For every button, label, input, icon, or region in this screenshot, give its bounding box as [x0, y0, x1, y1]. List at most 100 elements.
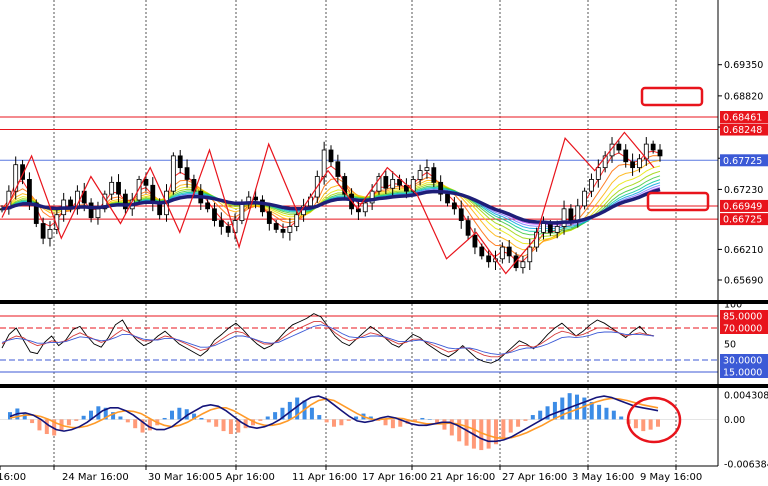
candle-body — [40, 223, 46, 239]
zigzag-line — [1, 131, 655, 275]
candle-body — [122, 193, 128, 210]
macd-histogram-bar — [552, 401, 557, 420]
macd-histogram-bar — [442, 419, 447, 430]
candle-body — [547, 223, 553, 233]
candle-body — [342, 176, 348, 195]
candle-body — [568, 208, 574, 221]
time-label: 30 Mar 16:00 — [148, 472, 215, 483]
macd-histogram-bar — [96, 406, 101, 420]
macd-histogram-bar — [89, 410, 93, 420]
oscillator-label-box — [720, 310, 768, 322]
macd-histogram-bar — [66, 419, 71, 426]
macd-histogram-bar — [147, 419, 152, 431]
price-label-box — [720, 154, 768, 167]
candle-body — [589, 179, 594, 192]
candle-body — [20, 164, 25, 180]
macd-histogram-bar — [413, 419, 417, 421]
price-tick-label: 0.65690 — [724, 276, 763, 287]
candle-body — [506, 246, 512, 257]
candle-body — [362, 202, 368, 213]
candle-body — [109, 181, 115, 195]
annotation-box — [640, 86, 704, 107]
macd-histogram-bar — [74, 419, 79, 421]
macd-histogram-bar — [464, 419, 469, 446]
candle-body — [184, 167, 190, 180]
macd-histogram-bar — [545, 406, 550, 420]
candle-body — [479, 246, 485, 257]
macd-histogram — [0, 393, 718, 451]
price-label-text: 0.67725 — [723, 156, 762, 167]
candle-body — [499, 246, 505, 260]
pane-separators[interactable] — [0, 0, 768, 467]
candle-body — [520, 261, 526, 269]
candle-body — [602, 155, 608, 169]
time-label: r 16:00 — [0, 472, 26, 483]
price-tick-label: 0.68820 — [724, 91, 763, 102]
macd-histogram-bar — [368, 416, 373, 420]
macd-histogram-bar — [22, 413, 27, 420]
macd-histogram-bar — [516, 419, 521, 427]
ribbon-ma-line — [1, 170, 661, 240]
macd-histogram-bar — [538, 410, 543, 420]
candle-body — [561, 208, 567, 227]
candle-body — [390, 179, 396, 189]
macd-histogram-bar — [619, 416, 624, 420]
macd-annotations — [626, 396, 682, 444]
time-label: 21 Apr 16:00 — [430, 472, 495, 483]
candle-body — [527, 246, 533, 263]
oscillator-label-text: 30.0000 — [723, 356, 762, 367]
candle-body — [623, 149, 629, 163]
candle-body — [33, 202, 39, 224]
candle-body — [177, 155, 183, 169]
candle-body — [356, 208, 361, 213]
candle-body — [27, 179, 32, 204]
macd-pane[interactable] — [0, 393, 718, 451]
macd-histogram-bar — [133, 419, 138, 429]
candle-body — [541, 223, 546, 233]
candle-body — [95, 208, 101, 219]
candle-body — [472, 234, 478, 248]
macd-histogram-bar — [479, 419, 484, 451]
price-label-text: 0.68461 — [723, 113, 762, 124]
oscillator-label-text: 85.0000 — [723, 312, 762, 323]
candle-body — [630, 161, 635, 169]
candle-body — [451, 202, 457, 210]
macd-histogram-bar — [118, 416, 123, 420]
candle-body — [294, 214, 300, 227]
candle-body — [218, 220, 224, 227]
macd-histogram-bar — [52, 419, 57, 436]
macd-histogram-bar — [309, 407, 314, 420]
macd-histogram-bar — [280, 407, 285, 420]
macd-histogram-bar — [287, 401, 292, 420]
macd-histogram-bar — [656, 419, 660, 427]
time-label: 9 May 16:00 — [640, 472, 702, 483]
price-label-box — [720, 213, 768, 226]
macd-histogram-bar — [236, 419, 241, 433]
candle-body — [458, 208, 464, 221]
candle-body — [335, 161, 341, 177]
macd-histogram-bar — [30, 419, 35, 424]
price-tick-label: 0.69350 — [724, 60, 763, 71]
thick-ma-line — [1, 187, 661, 225]
price-pane[interactable] — [0, 86, 718, 275]
macd-lines — [9, 395, 659, 443]
macd-histogram-bar — [611, 410, 616, 420]
candle-body — [170, 155, 176, 192]
macd-histogram-bar — [317, 415, 322, 420]
macd-tick-label: -0.0063849 — [724, 460, 768, 471]
ribbon-ma-line — [1, 159, 661, 251]
macd-histogram-bar — [324, 419, 329, 423]
macd-tick-label: 0.00 — [724, 415, 745, 426]
candle-body — [47, 229, 53, 239]
macd-main-line — [9, 395, 659, 443]
time-label: 17 Apr 16:00 — [362, 472, 427, 483]
oscillator-pane[interactable] — [0, 313, 718, 373]
pane-separator — [0, 384, 768, 388]
candle-body — [431, 167, 437, 183]
oscillator-label-text: 70.0000 — [723, 324, 762, 335]
candle-body — [328, 149, 334, 163]
macd-histogram-bar — [140, 419, 145, 433]
time-axis: r 16:00 24 Mar 16:00 30 Mar 16:005 Apr 16:… — [0, 466, 702, 483]
